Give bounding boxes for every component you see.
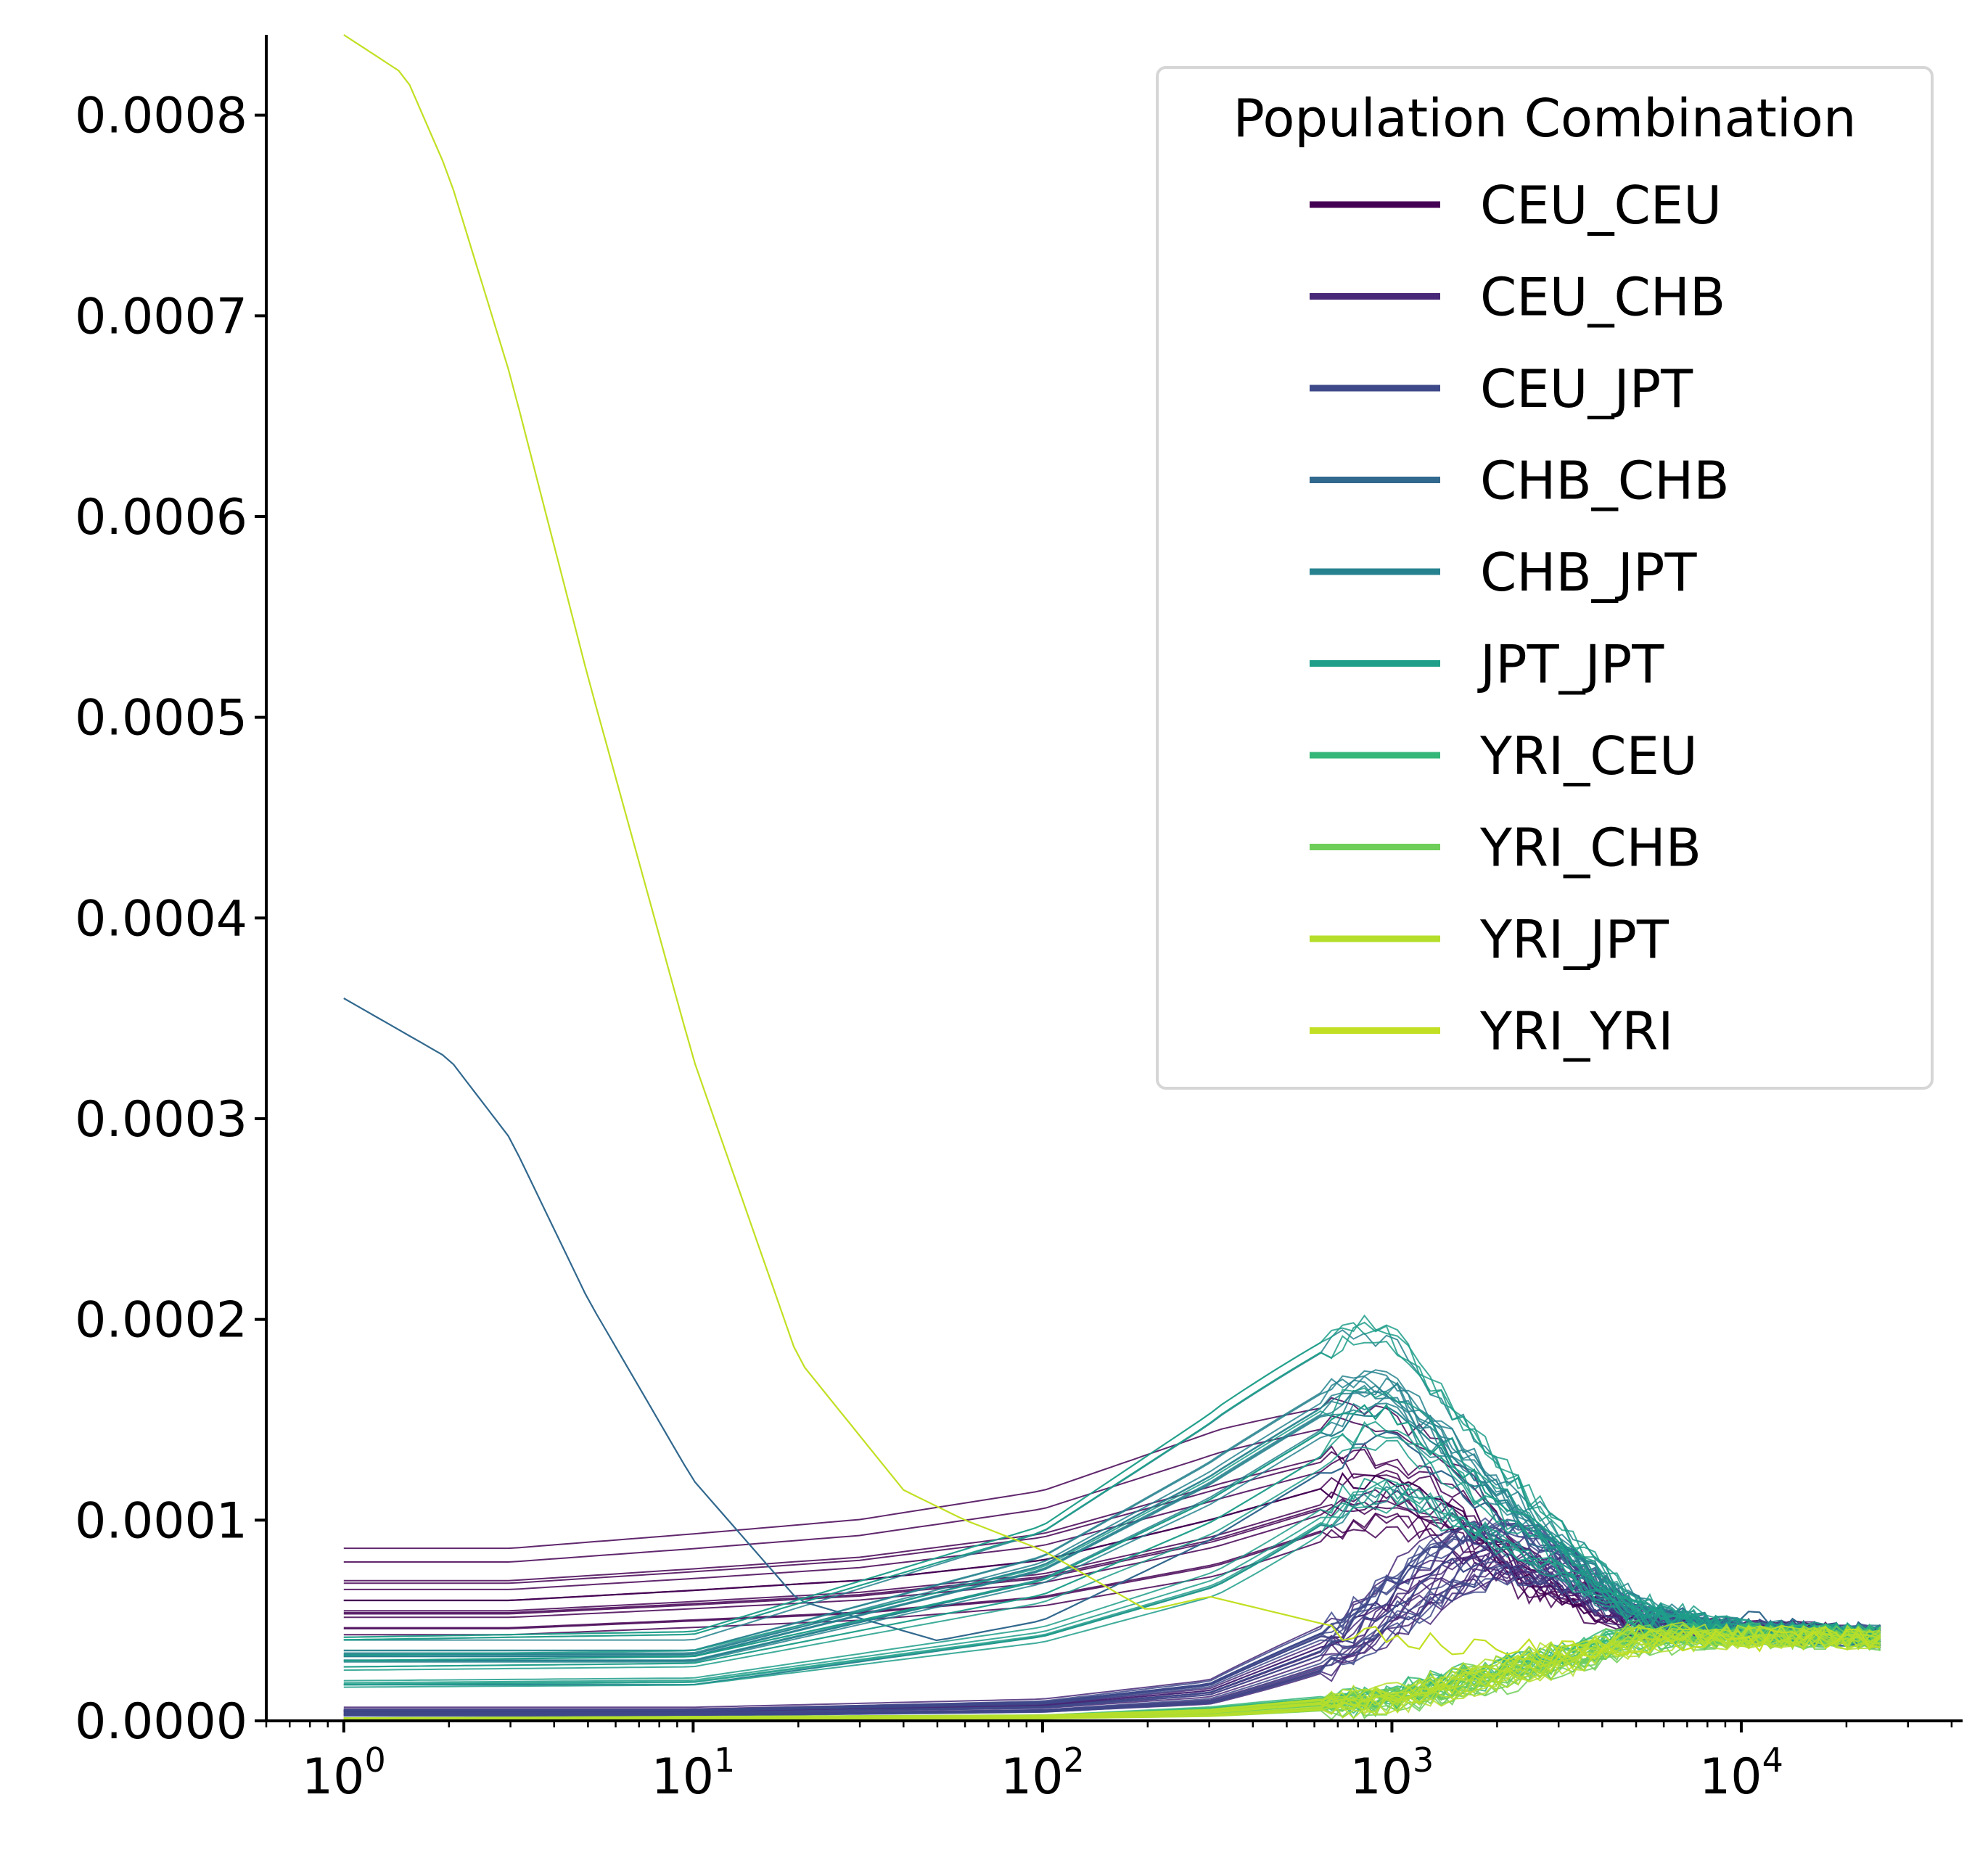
x-tick-label: 101 xyxy=(651,1740,735,1806)
legend-label: CHB_CHB xyxy=(1480,451,1730,511)
series-line-chb-jpt xyxy=(343,1402,1881,1663)
series-yri-jpt xyxy=(343,1621,1881,1721)
legend: Population Combination CEU_CEU CEU_CHB CEU_… xyxy=(1156,66,1934,1090)
series-layer xyxy=(343,34,1881,1721)
series-line-yri-yri xyxy=(343,34,1881,1661)
y-tick-label: 0.0007 xyxy=(75,288,247,345)
y-tick-label: 0.0003 xyxy=(75,1091,247,1148)
x-tick-label: 100 xyxy=(302,1740,386,1806)
axes-layer: 0.0000 0.0001 0.0002 0.0003 0.0004 0.0005 0.00… xyxy=(75,35,1963,1806)
legend-label: YRI_JPT xyxy=(1479,909,1669,970)
legend-label: JPT_JPT xyxy=(1477,634,1664,695)
y-tick-label: 0.0002 xyxy=(75,1292,247,1349)
series-line-jpt-jpt xyxy=(343,1321,1881,1645)
series-line-ceu-ceu xyxy=(343,1489,1881,1649)
legend-label: CHB_JPT xyxy=(1480,542,1697,603)
x-tick-label: 104 xyxy=(1699,1740,1783,1806)
series-line-chb-jpt xyxy=(343,1375,1881,1654)
y-tick-label: 0.0004 xyxy=(75,890,247,947)
y-tick-label: 0.0000 xyxy=(75,1693,247,1751)
legend-label: YRI_CHB xyxy=(1479,818,1701,879)
legend-title: Population Combination xyxy=(1233,88,1856,149)
legend-label: YRI_CEU xyxy=(1479,725,1698,786)
series-line-jpt-jpt xyxy=(343,1439,1881,1672)
legend-label: YRI_YRI xyxy=(1479,1001,1673,1062)
x-tick-label: 102 xyxy=(1001,1740,1085,1806)
legend-frame xyxy=(1156,66,1934,1090)
series-line-yri-jpt xyxy=(343,1624,1881,1719)
series-line-jpt-jpt xyxy=(343,1497,1881,1688)
y-tick-label: 0.0001 xyxy=(75,1492,247,1550)
x-tick-label: 103 xyxy=(1350,1740,1434,1806)
series-line-jpt-jpt xyxy=(343,1479,1881,1685)
legend-label: CEU_CHB xyxy=(1480,267,1725,328)
series-line-jpt-jpt xyxy=(343,1421,1881,1668)
series-line-jpt-jpt xyxy=(343,1387,1881,1656)
series-jpt-jpt xyxy=(343,1314,1881,1688)
y-tick-label: 0.0005 xyxy=(75,690,247,747)
series-yri-yri xyxy=(343,34,1881,1661)
series-line-jpt-jpt xyxy=(343,1322,1881,1647)
y-tick-label: 0.0006 xyxy=(75,489,247,546)
y-tick-label: 0.0008 xyxy=(75,88,247,145)
legend-label: CEU_JPT xyxy=(1480,358,1693,419)
series-line-jpt-jpt xyxy=(343,1403,1881,1662)
legend-label: CEU_CEU xyxy=(1480,175,1722,236)
